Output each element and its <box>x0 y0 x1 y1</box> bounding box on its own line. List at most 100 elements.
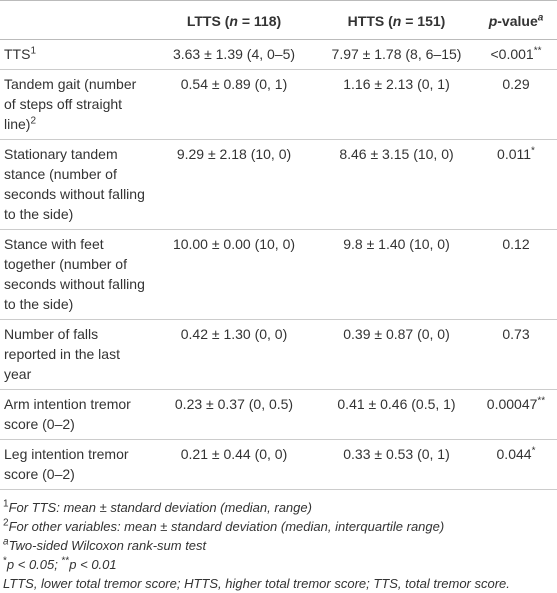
text-segment: ** <box>537 395 546 407</box>
value-cell: 0.42 ± 1.30 (0, 0) <box>150 319 318 390</box>
text-segment: 0.00047 <box>486 396 538 412</box>
table-row: Leg intention tremor score (0–2) 0.21 ± 0… <box>0 439 557 490</box>
text-segment: * <box>531 445 536 457</box>
text-segment: * <box>531 145 535 157</box>
text-segment: 0.12 <box>502 236 530 252</box>
text-segment: 2 <box>30 115 37 127</box>
text-segment: HTTS ( <box>347 13 393 29</box>
value-cell: 0.33 ± 0.53 (0, 1) <box>318 439 475 490</box>
row-label: Leg intention tremor score (0–2) <box>0 439 150 490</box>
text-segment: 10.00 ± 0.00 (10, 0) <box>172 236 296 252</box>
text-segment: n <box>392 13 402 29</box>
text-segment: 0.23 ± 0.37 (0, 0.5) <box>174 396 294 412</box>
table-row: TTS1 3.63 ± 1.39 (4, 0–5) 7.97 ± 1.78 (8, … <box>0 39 557 70</box>
value-cell: 8.46 ± 3.15 (10, 0) <box>318 139 475 230</box>
data-table: LTTS (n = 118) HTTS (n = 151) p-valuea TTS… <box>0 0 557 490</box>
text-segment: LTTS ( <box>186 13 230 29</box>
header-row: LTTS (n = 118) HTTS (n = 151) p-valuea <box>0 0 557 40</box>
table-row: Stationary tandem stance (number of seco… <box>0 139 557 230</box>
value-cell: 0.29 <box>475 69 557 140</box>
text-segment: p < 0.01 <box>69 557 117 572</box>
table-row: Number of falls reported in the last yea… <box>0 319 557 390</box>
text-segment: For TTS: mean ± standard deviation (medi… <box>8 500 312 515</box>
footnote: LTTS, lower total tremor score; HTTS, hi… <box>3 574 554 593</box>
footnote: aTwo-sided Wilcoxon rank-sum test <box>3 536 554 555</box>
text-segment: Number of falls reported in the last yea… <box>4 326 120 382</box>
text-segment: 9.29 ± 2.18 (10, 0) <box>176 146 292 162</box>
text-segment: -value <box>497 13 538 29</box>
text-segment: Stance with feet together (number of sec… <box>4 236 145 312</box>
text-segment: 0.41 ± 0.46 (0.5, 1) <box>337 396 456 412</box>
text-segment: Leg intention tremor score (0–2) <box>4 446 129 482</box>
value-cell: 0.21 ± 0.44 (0, 0) <box>150 439 318 490</box>
table-body: TTS1 3.63 ± 1.39 (4, 0–5) 7.97 ± 1.78 (8, … <box>0 39 557 490</box>
value-cell: 0.00047** <box>475 389 557 440</box>
value-cell: 0.12 <box>475 229 557 320</box>
text-segment: p < 0.05; <box>6 557 62 572</box>
text-segment: 1 <box>30 45 37 57</box>
text-segment: 9.8 ± 1.40 (10, 0) <box>343 236 450 252</box>
table-row: Stance with feet together (number of sec… <box>0 229 557 320</box>
header-cell: LTTS (n = 118) <box>150 0 318 40</box>
value-cell: 0.044* <box>475 439 557 490</box>
row-label: Tandem gait (number of steps off straigh… <box>0 69 150 140</box>
value-cell: 0.54 ± 0.89 (0, 1) <box>150 69 318 140</box>
table-row: Tandem gait (number of steps off straigh… <box>0 69 557 140</box>
text-segment: 0.73 <box>502 326 530 342</box>
text-segment: 7.97 ± 1.78 (8, 6–15) <box>331 46 462 62</box>
value-cell: 9.8 ± 1.40 (10, 0) <box>318 229 475 320</box>
text-segment: a <box>3 536 9 548</box>
value-cell: 9.29 ± 2.18 (10, 0) <box>150 139 318 230</box>
value-cell: 7.97 ± 1.78 (8, 6–15) <box>318 39 475 70</box>
footnote: 2For other variables: mean ± standard de… <box>3 517 554 536</box>
text-segment: 0.21 ± 0.44 (0, 0) <box>180 446 288 462</box>
text-segment: = 118) <box>237 13 282 29</box>
text-segment: Stationary tandem stance (number of seco… <box>4 146 145 222</box>
text-segment: <0.001 <box>490 46 534 62</box>
text-segment: ** <box>533 45 542 57</box>
value-cell: 3.63 ± 1.39 (4, 0–5) <box>150 39 318 70</box>
value-cell: 0.41 ± 0.46 (0.5, 1) <box>318 389 475 440</box>
header-cell: p-valuea <box>475 0 557 40</box>
footnote: 1For TTS: mean ± standard deviation (med… <box>3 498 554 517</box>
text-segment: 1 <box>3 498 9 510</box>
text-segment: 0.33 ± 0.53 (0, 1) <box>343 446 450 462</box>
text-segment: 1.16 ± 2.13 (0, 1) <box>343 76 450 92</box>
row-label: Number of falls reported in the last yea… <box>0 319 150 390</box>
header-cell <box>0 0 150 40</box>
text-segment: 0.42 ± 1.30 (0, 0) <box>180 326 288 342</box>
text-segment: 8.46 ± 3.15 (10, 0) <box>339 146 454 162</box>
row-label: TTS1 <box>0 39 150 70</box>
text-segment: 0.011 <box>497 146 532 162</box>
table-row: Arm intention tremor score (0–2) 0.23 ± 0… <box>0 389 557 440</box>
text-segment: a <box>537 12 544 24</box>
text-segment: Two-sided Wilcoxon rank-sum test <box>8 538 207 553</box>
text-segment: 2 <box>3 517 9 529</box>
text-segment: For other variables: mean ± standard dev… <box>8 519 445 534</box>
footnotes: 1For TTS: mean ± standard deviation (med… <box>0 490 557 593</box>
text-segment: 0.54 ± 0.89 (0, 1) <box>180 76 288 92</box>
row-label: Stance with feet together (number of sec… <box>0 229 150 320</box>
text-segment: TTS <box>4 46 31 62</box>
value-cell: 0.39 ± 0.87 (0, 0) <box>318 319 475 390</box>
text-segment: Arm intention tremor score (0–2) <box>4 396 131 432</box>
value-cell: 0.23 ± 0.37 (0, 0.5) <box>150 389 318 440</box>
text-segment: 3.63 ± 1.39 (4, 0–5) <box>172 46 296 62</box>
text-segment: LTTS, lower total tremor score; HTTS, hi… <box>3 576 510 591</box>
text-segment: = 151) <box>401 13 446 29</box>
text-segment: 0.044 <box>496 446 532 462</box>
footnote: *p < 0.05; **p < 0.01 <box>3 555 554 574</box>
value-cell: 0.011* <box>475 139 557 230</box>
text-segment: ** <box>61 555 70 567</box>
header-cell: HTTS (n = 151) <box>318 0 475 40</box>
value-cell: 1.16 ± 2.13 (0, 1) <box>318 69 475 140</box>
text-segment: p <box>488 13 498 29</box>
value-cell: 10.00 ± 0.00 (10, 0) <box>150 229 318 320</box>
row-label: Arm intention tremor score (0–2) <box>0 389 150 440</box>
text-segment: 0.39 ± 0.87 (0, 0) <box>343 326 450 342</box>
row-label: Stationary tandem stance (number of seco… <box>0 139 150 230</box>
text-segment: n <box>229 13 238 29</box>
value-cell: 0.73 <box>475 319 557 390</box>
text-segment: * <box>3 555 7 567</box>
